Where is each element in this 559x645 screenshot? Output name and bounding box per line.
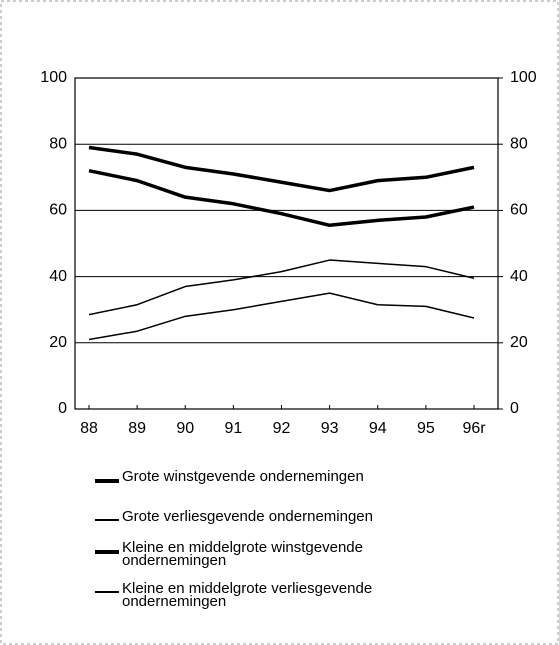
legend-swatch (95, 519, 119, 521)
legend-swatch (95, 479, 119, 483)
legend-swatch (95, 591, 119, 593)
series-line (88, 168, 475, 228)
x-tick-label: 95 (417, 420, 435, 437)
x-tick-label: 89 (128, 420, 146, 437)
x-tick-label: 96r (462, 420, 486, 437)
y-tick-label: 100 (40, 69, 67, 86)
plot-area (74, 77, 499, 410)
legend-label: Kleine en middelgrote winstgevende onder… (122, 539, 363, 569)
x-tick-label: 93 (321, 420, 339, 437)
y2-tick-label: 0 (510, 400, 519, 417)
y-tick-label: 20 (49, 334, 67, 351)
y-tick-label: 60 (49, 202, 67, 219)
x-tick-label: 91 (224, 420, 242, 437)
y2-tick-label: 40 (510, 268, 528, 285)
series-line (88, 292, 475, 341)
y-tick-label: 0 (58, 400, 67, 417)
legend-label: Grote verliesgevende ondernemingen (122, 508, 373, 525)
legend-label: Grote winstgevende ondernemingen (122, 468, 364, 485)
y2-tick-label: 60 (510, 202, 528, 219)
y-tick-label: 40 (49, 268, 67, 285)
x-tick-label: 90 (176, 420, 194, 437)
y2-tick-label: 100 (510, 69, 537, 86)
y2-tick-label: 20 (510, 334, 528, 351)
y-tick-label: 80 (49, 135, 67, 152)
legend-label: Kleine en middelgrote verliesgevende ond… (122, 580, 373, 610)
series-line (88, 145, 475, 193)
x-tick-label: 88 (80, 420, 98, 437)
x-tick-label: 92 (273, 420, 291, 437)
legend-swatch (95, 550, 119, 554)
series-line (88, 259, 475, 316)
x-tick-label: 94 (369, 420, 387, 437)
y2-tick-label: 80 (510, 135, 528, 152)
